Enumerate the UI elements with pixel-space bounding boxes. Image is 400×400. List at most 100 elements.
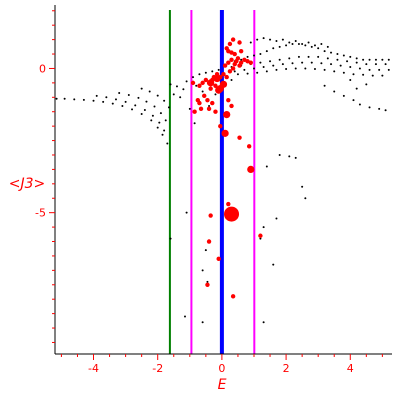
data-point [55,97,58,100]
data-point [172,93,175,96]
data-point [307,41,310,44]
data-point [387,58,390,61]
data-point [313,44,316,47]
data-point [275,68,278,71]
data-point [374,58,377,61]
data-point [285,68,288,71]
data-point [288,41,291,44]
data-point [342,54,345,57]
data-point [164,119,167,122]
highlight-point [235,56,241,61]
data-point [166,142,169,145]
y-tick-label: 0 [39,62,46,75]
highlight-point [206,106,212,112]
largest-highlight-point [224,206,240,222]
y-axis-title: <J3> [9,176,46,192]
data-point [269,60,272,63]
data-point [214,93,217,96]
data-point [156,94,159,97]
data-point [256,71,259,74]
data-points-group [55,37,390,324]
data-point [278,58,281,61]
data-point [307,55,310,58]
data-point [262,37,265,40]
large-highlight-point [215,86,223,94]
data-point [368,58,371,61]
highlight-point [221,72,226,77]
data-point [272,47,275,50]
data-point [82,98,85,101]
data-point [140,87,143,90]
highlight-point [229,57,234,63]
data-point [349,78,352,81]
data-point [272,263,275,266]
large-highlight-point [223,111,231,119]
data-point [291,42,294,45]
highlight-point [238,48,244,54]
data-point [92,99,95,102]
data-point [333,70,336,73]
data-point [252,67,255,70]
data-point [252,54,255,57]
data-point [105,96,108,99]
data-point [352,73,355,76]
data-point [151,114,154,117]
data-point [355,57,358,60]
data-point [195,84,198,87]
data-point [275,40,278,43]
highlight-point [227,69,233,74]
data-point [368,106,371,109]
data-point [198,73,201,76]
data-point [193,122,196,125]
data-point [114,98,117,101]
data-point [185,80,188,83]
large-highlight-point [213,74,221,83]
data-point [371,74,374,77]
data-point [342,94,345,97]
large-highlight-point [219,80,228,88]
data-point [262,321,265,324]
x-tick-label: -4 [88,362,99,375]
large-highlight-point [207,79,215,87]
data-point [124,100,127,103]
x-tick-label: 4 [347,362,354,375]
data-point [278,45,281,48]
data-point [365,83,368,86]
highlight-point [230,66,236,71]
data-point [240,58,243,61]
data-point [265,50,268,53]
data-point [381,74,384,77]
data-point [272,64,275,67]
data-point [294,67,297,70]
data-point [358,103,361,106]
highlight-point [226,201,231,207]
data-point [269,38,272,41]
data-point [317,47,320,50]
highlight-point [197,100,202,106]
data-point [121,104,124,107]
data-point [384,109,387,112]
data-point [381,58,384,61]
highlight-point [190,80,196,86]
data-point [145,100,148,103]
data-point [208,104,211,107]
data-point [294,40,297,43]
data-point [374,63,377,66]
data-point [336,53,339,56]
data-point [387,68,390,71]
data-point [118,91,121,94]
data-point [249,41,252,44]
data-point [259,61,262,64]
data-point [323,68,326,71]
data-point [95,94,98,97]
data-point [161,133,164,136]
data-point [192,76,195,79]
x-tick-label: 0 [218,362,225,375]
data-point [352,99,355,102]
highlight-point [227,41,233,47]
highlight-point [206,239,212,244]
highlight-point [197,83,202,88]
data-point [236,73,239,76]
highlight-point [230,294,236,299]
